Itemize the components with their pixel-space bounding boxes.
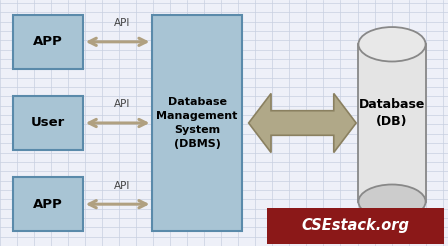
Text: User: User bbox=[31, 117, 65, 129]
Text: API: API bbox=[114, 181, 130, 191]
Bar bbox=[358, 44, 426, 202]
Bar bbox=[267, 208, 444, 244]
Text: APP: APP bbox=[33, 198, 63, 211]
Text: API: API bbox=[114, 99, 130, 109]
Ellipse shape bbox=[358, 27, 426, 62]
Polygon shape bbox=[249, 93, 356, 153]
Ellipse shape bbox=[358, 184, 426, 219]
Text: Database
Management
System
(DBMS): Database Management System (DBMS) bbox=[156, 97, 238, 149]
Bar bbox=[152, 15, 242, 231]
Text: API: API bbox=[114, 18, 130, 28]
Text: Database
(DB): Database (DB) bbox=[359, 98, 425, 128]
Bar bbox=[13, 96, 83, 150]
Text: APP: APP bbox=[33, 35, 63, 48]
Bar bbox=[13, 177, 83, 231]
Bar bbox=[13, 15, 83, 69]
Text: CSEstack.org: CSEstack.org bbox=[301, 218, 409, 233]
